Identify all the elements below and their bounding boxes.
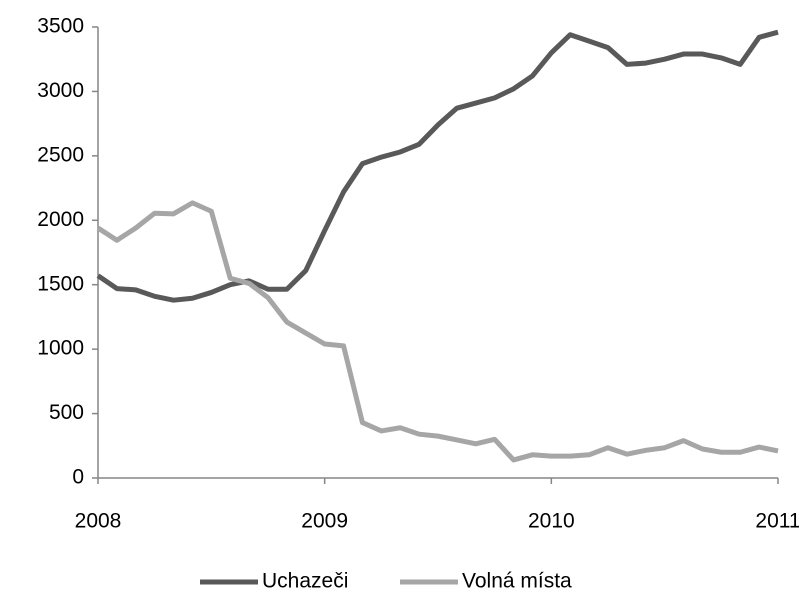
y-tick-label: 0: [72, 466, 84, 489]
series-line: [96, 200, 779, 463]
x-tick-label: 2009: [301, 510, 348, 533]
y-tick-label: 500: [49, 401, 84, 424]
y-tick-label: 2500: [37, 143, 84, 166]
y-tick-label: 3500: [37, 15, 84, 38]
y-tick-label: 1500: [37, 272, 84, 295]
x-tick-label: 2011: [755, 510, 799, 533]
y-tick-label: 2000: [37, 208, 84, 231]
y-tick-label: 3000: [37, 79, 84, 102]
legend-label: Volná místa: [462, 570, 572, 593]
x-tick-label: 2008: [75, 510, 122, 533]
legend-label: Uchazeči: [262, 570, 348, 593]
series-line: [96, 29, 779, 303]
y-tick-label: 1000: [37, 337, 84, 360]
x-tick-label: 2010: [528, 510, 575, 533]
